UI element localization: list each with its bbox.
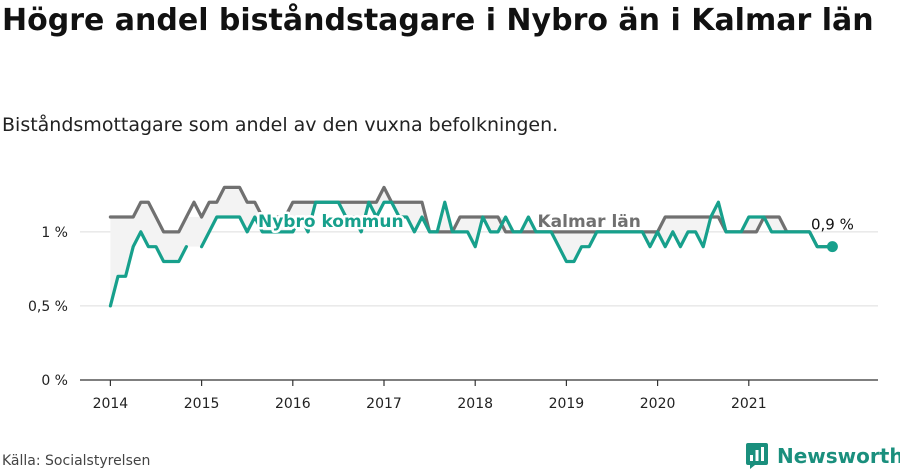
x-tick-label: 2020 [640,396,676,412]
x-tick-label: 2021 [731,396,767,412]
bar-chart-logo-icon [746,443,768,469]
x-tick-label: 2015 [184,396,220,412]
chart-subtitle: Biståndsmottagare som andel av den vuxna… [2,114,559,136]
x-tick-label: 2014 [93,396,129,412]
x-tick-label: 2018 [457,396,493,412]
kalmar-lan-label: Kalmar län [538,212,641,232]
x-tick-label: 2016 [275,396,311,412]
series-labels: 0,9 % Nybro kommun Kalmar län [255,210,854,235]
chart-title: Högre andel biståndstagare i Nybro än i … [2,3,874,38]
x-tick-label: 2017 [366,396,402,412]
area-between-series [110,187,833,306]
x-tick-label: 2019 [549,396,585,412]
nybro-kommun-line [200,200,835,264]
shaded-area [110,187,833,306]
axes: 0 % 0,5 % 1 % 2014 2015 2016 2017 2018 2019 2020 2… [28,225,878,412]
nybro-kommun-label: Nybro kommun [258,212,404,232]
brand-name: Newsworthy [777,444,900,468]
nybro-kommun-line [108,230,188,308]
y-tick-label: 1 % [41,225,68,241]
brand-logo[interactable]: Newsworthy [745,441,900,471]
source-note: Källa: Socialstyrelsen [2,453,151,469]
line-chart: 0 % 0,5 % 1 % 2014 2015 2016 2017 2018 2019 2020 2… [28,185,878,412]
y-tick-label: 0,5 % [28,299,68,315]
y-tick-label: 0 % [41,373,68,389]
series-lines [108,185,838,308]
end-value-label: 0,9 % [811,216,854,234]
nybro-end-marker [826,241,838,253]
